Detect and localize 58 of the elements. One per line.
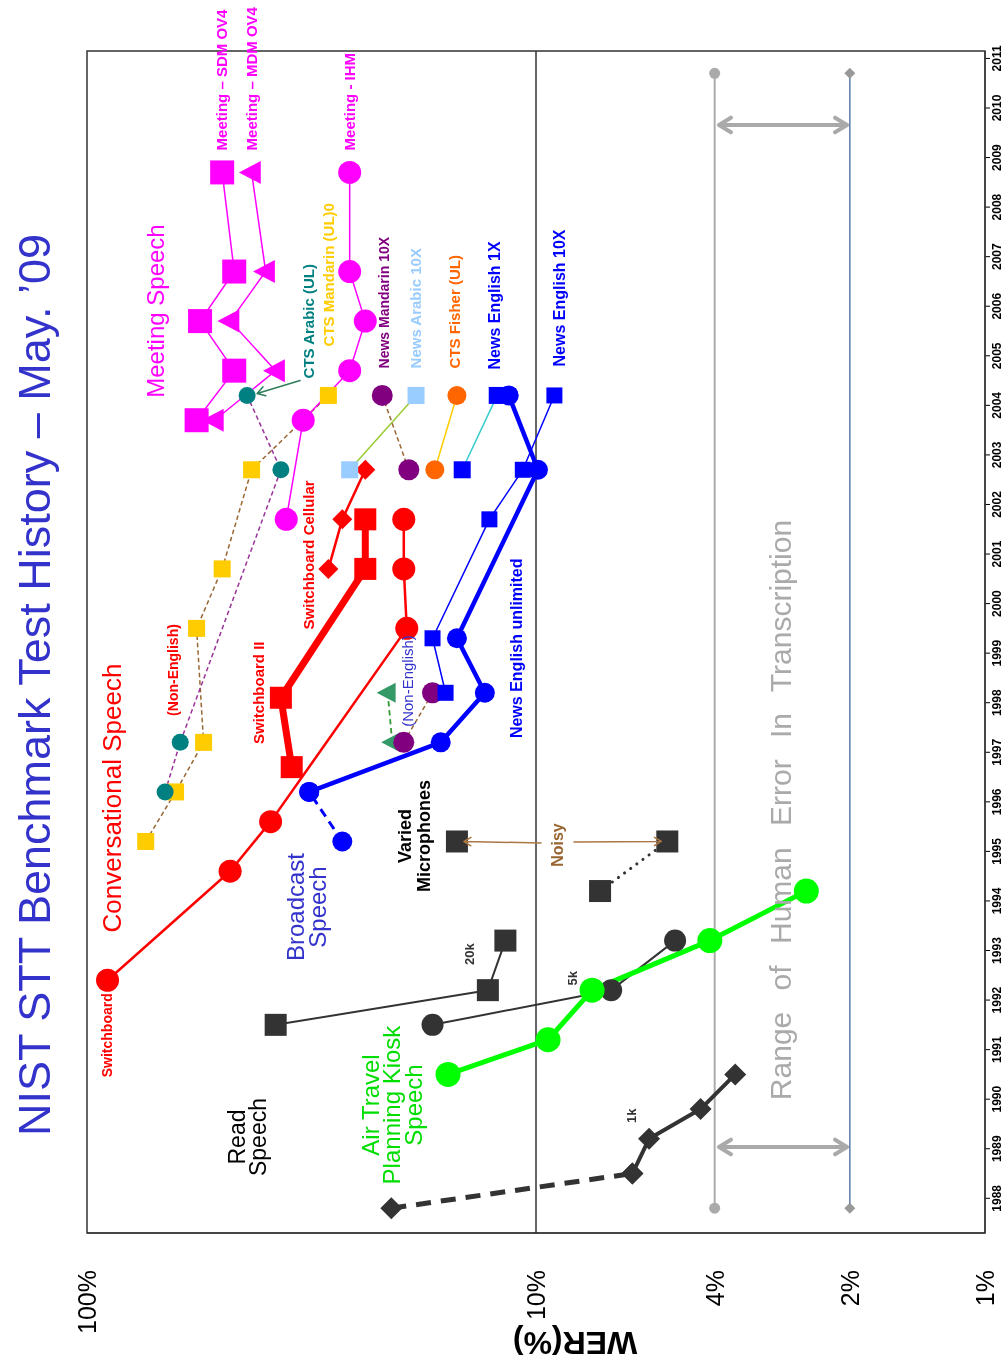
y-tick-label: 2009 (989, 143, 1004, 171)
text: Switchboard (99, 993, 116, 1078)
text: 1k (623, 1107, 639, 1124)
y-tick-label: 1990 (989, 1085, 1004, 1113)
text: CTS Arabic (UL) (300, 263, 318, 379)
y-tick-label: 2002 (989, 490, 1004, 518)
x-tick-label: 2% (835, 1270, 864, 1307)
annotation: Meeting Speech (142, 224, 170, 398)
y-tick-label: 2011 (989, 45, 1004, 72)
y-tick-label: 2008 (989, 193, 1004, 221)
text: News English 1X (485, 241, 503, 370)
y-tick-label: 2001 (989, 540, 1004, 568)
x-tick-label: 1% (970, 1270, 999, 1307)
annotation: Broadcast Speech (282, 852, 332, 962)
y-tick-label: 2005 (989, 342, 1004, 370)
text: News Mandarin 10X (376, 236, 393, 369)
y-tick-label: 1998 (989, 689, 1004, 717)
y-tick-label: 1992 (989, 986, 1004, 1014)
text: NIST STT Benchmark Test History – May. ’09 (9, 234, 60, 1136)
annotation: (Non-English) (164, 624, 181, 716)
y-tick-label: 2004 (989, 391, 1004, 419)
y-tick-label: 1994 (989, 887, 1004, 915)
y-tick-label: 1996 (989, 788, 1004, 816)
text: 20k (462, 942, 478, 966)
y-tick-label: 1997 (989, 738, 1004, 766)
y-tick-label: 1991 (989, 1035, 1004, 1063)
y-tick-label: 1999 (989, 639, 1004, 667)
annotation: Range of Human Error In Transcription (763, 519, 797, 1101)
text: News English 10X (550, 229, 568, 367)
y-tick-label: 2000 (989, 589, 1004, 617)
y-tick-label: 1993 (989, 936, 1004, 964)
annotation: Air Travel Planning Kiosk Speech (356, 1024, 427, 1185)
text: News Arabic 10X (407, 248, 425, 369)
annotation: Read Speech (223, 1097, 271, 1177)
text: Meeting - IHM (340, 52, 358, 151)
text: Switchboard Cellular (299, 480, 317, 630)
x-tick-label: 10% (521, 1270, 550, 1321)
text: Meeting – MDM OV4 (242, 6, 260, 151)
text: Meeting – SDM OV4 (213, 8, 231, 151)
y-tick-label: 2007 (989, 243, 1004, 271)
text: CTS Mandarin (UL)0 (319, 203, 337, 347)
y-tick-label: 1995 (989, 837, 1004, 865)
text: 5k (564, 970, 580, 986)
y-tick-label: 2006 (989, 292, 1004, 320)
x-tick-label: 4% (700, 1270, 729, 1307)
text: CTS Fisher (UL) (446, 255, 464, 369)
y-tick-label: 2003 (989, 441, 1004, 469)
annotation: Noisy (548, 823, 566, 867)
y-tick-label: 2010 (989, 94, 1004, 122)
y-tick-label: 1988 (989, 1184, 1004, 1212)
text: News English unlimited (507, 558, 525, 739)
x-tick-label: 100% (72, 1270, 101, 1334)
x-axis-title: WER(%) (512, 1324, 638, 1361)
annotation: (Non-English) (399, 635, 417, 727)
annotation: Conversational Speech (97, 663, 128, 933)
annotation: Varied Microphones (394, 779, 434, 893)
text: Switchboard II (250, 641, 268, 745)
y-tick-label: 1989 (989, 1135, 1004, 1163)
